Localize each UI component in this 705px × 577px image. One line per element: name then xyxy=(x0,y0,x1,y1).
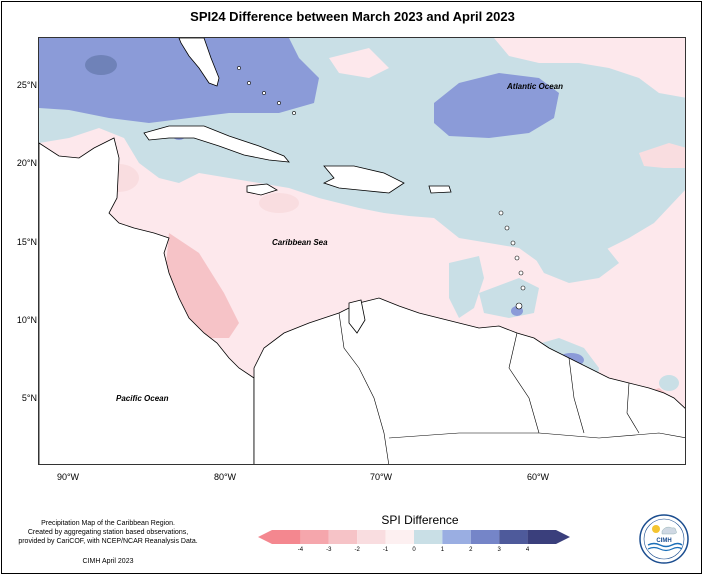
x-tick-60w: 60°W xyxy=(526,472,550,482)
island-5 xyxy=(518,270,524,276)
country-borders xyxy=(338,312,685,464)
island-3 xyxy=(510,240,516,246)
blue-spot-gulf xyxy=(85,55,117,75)
island-6 xyxy=(520,285,526,291)
footnote-credit: CIMH April 2023 xyxy=(82,558,134,565)
blue-blob-atlantic xyxy=(434,73,559,138)
blue-blob-caribbean-south xyxy=(449,256,484,318)
label-pacific-ocean: Pacific Ocean xyxy=(116,394,169,403)
colorbar-tick-label: 3 xyxy=(497,547,501,553)
map-title: SPI24 Difference between March 2023 and … xyxy=(190,9,515,24)
island-4 xyxy=(514,255,520,261)
blue-band-bahamas xyxy=(39,38,319,123)
colorbar-segment xyxy=(357,530,386,544)
border-colombia-venezuela xyxy=(338,312,390,464)
island-bahamas-4 xyxy=(292,111,296,115)
cimh-logo-graphic: CIMH xyxy=(639,514,689,564)
land-jamaica xyxy=(246,183,278,196)
colorbar-segment xyxy=(470,530,500,544)
colorbar-tick-label: -4 xyxy=(297,547,304,553)
footnote-line1: Precipitation Map of the Caribbean Regio… xyxy=(41,520,175,527)
colorbar-tick-label: 2 xyxy=(469,547,473,553)
label-caribbean-sea: Caribbean Sea xyxy=(272,238,328,247)
colorbar-tick-label: -2 xyxy=(354,547,360,553)
land-hispaniola xyxy=(322,165,405,194)
x-tick-70w: 70°W xyxy=(369,472,393,482)
land-florida xyxy=(178,38,220,87)
cimh-logo: CIMH xyxy=(638,513,690,565)
y-tick-15n: 15°N xyxy=(16,237,37,247)
lesser-antilles xyxy=(237,66,526,310)
colorbar-segment xyxy=(442,530,471,544)
pink-patch-center xyxy=(329,48,389,78)
y-tick-10n: 10°N xyxy=(16,315,37,325)
y-tick-25n: 25°N xyxy=(16,80,37,90)
land-cuba xyxy=(143,125,290,163)
colorbar-tick-label: -1 xyxy=(382,547,389,553)
spi-map: Atlantic Ocean Caribbean Sea Pacific Oce… xyxy=(38,37,686,465)
island-bahamas-3 xyxy=(277,101,281,105)
colorbar-segment xyxy=(527,530,570,544)
legend-title: SPI Difference xyxy=(381,513,459,527)
island-1 xyxy=(498,210,504,216)
colorbar-tick-label: 0 xyxy=(412,547,416,553)
border-venezuela-guyana xyxy=(508,332,540,434)
y-tick-5n: 5°N xyxy=(21,393,37,403)
cimh-logo-text: CIMH xyxy=(656,538,671,544)
y-tick-20n: 20°N xyxy=(16,158,37,168)
land-puerto-rico xyxy=(428,185,452,194)
colorbar-segment xyxy=(499,530,528,544)
land-maracaibo xyxy=(348,299,366,334)
pink-patch-east xyxy=(639,143,685,168)
colorbar-segment xyxy=(385,530,414,544)
border-guyana-suriname xyxy=(568,357,585,434)
blue-blob-east-islands xyxy=(509,198,619,283)
border-suriname-fg xyxy=(626,382,640,434)
x-tick-90w: 90°W xyxy=(56,472,80,482)
map-canvas xyxy=(39,38,685,464)
colorbar-tick-label: 1 xyxy=(440,547,445,553)
land-central-america xyxy=(39,137,255,464)
pink-patch-northeast xyxy=(494,38,685,98)
island-2 xyxy=(504,225,510,231)
land-outlines xyxy=(39,38,685,464)
colorbar-segment xyxy=(328,530,358,544)
colorbar-segment xyxy=(414,530,443,544)
colorbar-tick-label: 4 xyxy=(525,547,530,553)
label-atlantic-ocean: Atlantic Ocean xyxy=(507,82,564,91)
colorbar-tick-label: -3 xyxy=(326,547,332,553)
colorbar-segment xyxy=(258,530,301,544)
border-brazil xyxy=(388,432,685,439)
x-tick-80w: 80°W xyxy=(213,472,237,482)
island-bahamas-2 xyxy=(262,91,266,95)
island-bahamas-5 xyxy=(237,66,241,70)
footnote-line3: provided by CariCOF, with NCEP/NCAR Rean… xyxy=(18,538,198,545)
island-trinidad xyxy=(515,302,523,310)
legend-colorbar xyxy=(258,530,570,544)
blue-spot-amapa xyxy=(659,375,679,391)
island-bahamas-1 xyxy=(247,81,251,85)
footnote-line2: Created by aggregating station based obs… xyxy=(27,529,189,536)
colorbar-segment xyxy=(300,530,329,544)
pink-patch-jamaica xyxy=(259,193,299,213)
